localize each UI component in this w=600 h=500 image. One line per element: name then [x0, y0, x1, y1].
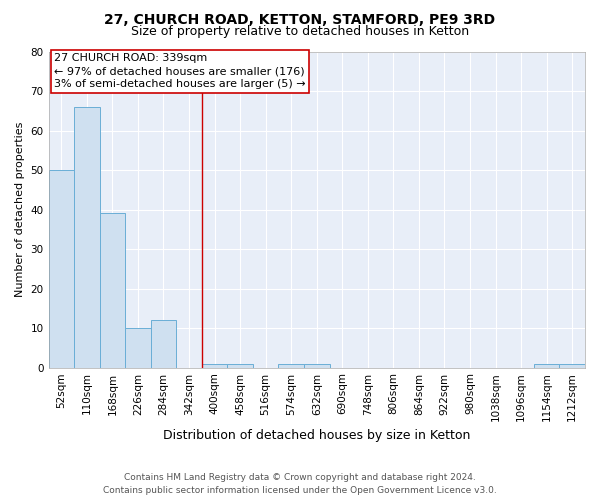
- Bar: [202, 364, 227, 368]
- X-axis label: Distribution of detached houses by size in Ketton: Distribution of detached houses by size …: [163, 430, 470, 442]
- Text: Contains HM Land Registry data © Crown copyright and database right 2024.
Contai: Contains HM Land Registry data © Crown c…: [103, 474, 497, 495]
- Bar: [227, 364, 253, 368]
- Bar: [559, 364, 585, 368]
- Text: 27, CHURCH ROAD, KETTON, STAMFORD, PE9 3RD: 27, CHURCH ROAD, KETTON, STAMFORD, PE9 3…: [104, 12, 496, 26]
- Text: 27 CHURCH ROAD: 339sqm
← 97% of detached houses are smaller (176)
3% of semi-det: 27 CHURCH ROAD: 339sqm ← 97% of detached…: [54, 53, 305, 90]
- Bar: [100, 214, 125, 368]
- Bar: [151, 320, 176, 368]
- Bar: [278, 364, 304, 368]
- Text: Size of property relative to detached houses in Ketton: Size of property relative to detached ho…: [131, 25, 469, 38]
- Bar: [534, 364, 559, 368]
- Bar: [304, 364, 329, 368]
- Bar: [49, 170, 74, 368]
- Bar: [125, 328, 151, 368]
- Y-axis label: Number of detached properties: Number of detached properties: [15, 122, 25, 297]
- Bar: [74, 107, 100, 368]
